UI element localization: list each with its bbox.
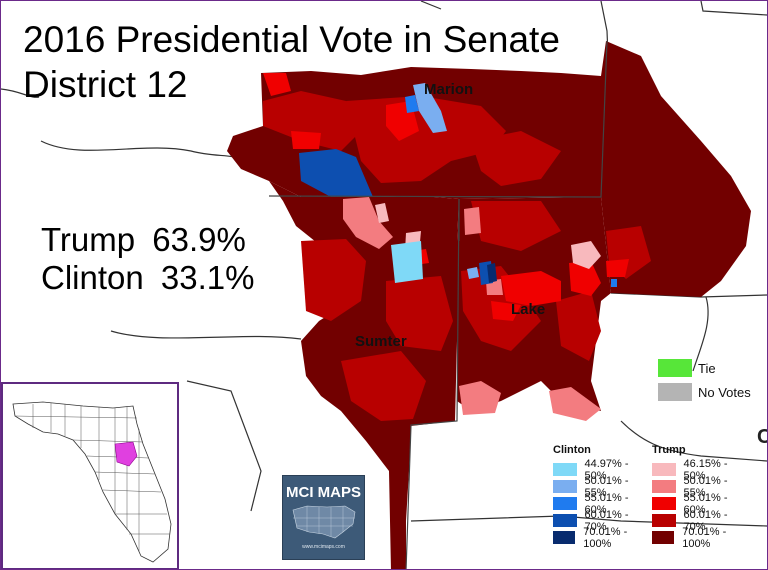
edge-label: C	[757, 426, 767, 449]
result-clinton: Clinton 33.1%	[41, 259, 254, 297]
title-line-2: District 12	[23, 64, 188, 105]
title-line-1: 2016 Presidential Vote in Senate	[23, 19, 560, 60]
legend-item: 55.01% - 60%	[553, 492, 632, 516]
florida-inset-map	[1, 382, 179, 569]
legend-item: 50.01% - 55%	[553, 475, 632, 499]
legend-item-tie: Tie	[658, 359, 751, 377]
candidate-name: Trump	[41, 221, 136, 258]
legend-item: 70.01% - 100%	[553, 526, 632, 550]
legend-column-trump: Trump 46.15% - 50% 50.01% - 55% 55.01% -…	[652, 444, 731, 550]
legend-swatch	[652, 514, 676, 527]
county-label-sumter: Sumter	[355, 333, 407, 350]
legend-item: 50.01% - 55%	[652, 475, 731, 499]
legend-header-trump: Trump	[652, 444, 686, 456]
result-trump: Trump 63.9%	[41, 221, 254, 259]
legend-swatch	[553, 531, 576, 544]
district-highlight	[114, 441, 138, 467]
county-label-marion: Marion	[424, 81, 474, 98]
legend-label: 70.01% - 100%	[682, 525, 727, 550]
district-12-shape	[227, 40, 751, 569]
legend-swatch	[652, 497, 676, 510]
legend-label: 44.97% - 50%	[584, 457, 629, 482]
legend-swatch	[652, 531, 675, 544]
candidate-pct: 63.9%	[152, 221, 246, 258]
legend-label: Tie	[698, 360, 716, 376]
no-votes-swatch	[658, 383, 692, 401]
mci-maps-logo: MCI MAPS www.mcimaps.com	[282, 475, 365, 560]
logo-url: www.mcimaps.com	[302, 544, 345, 550]
legend-item: 44.97% - 50%	[553, 458, 632, 482]
map-title: 2016 Presidential Vote in Senate Distric…	[23, 17, 560, 107]
legend-label: 50.01% - 55%	[584, 474, 629, 499]
candidate-pct: 33.1%	[160, 259, 255, 296]
florida-outline	[12, 401, 172, 563]
legend-item: 70.01% - 100%	[652, 526, 731, 550]
county-label-lake: Lake	[511, 301, 546, 318]
legend-swatch	[553, 480, 577, 493]
legend-item: 46.15% - 50%	[652, 458, 731, 482]
legend-item-no-votes: No Votes	[658, 383, 751, 401]
results-summary: Trump 63.9% Clinton 33.1%	[41, 221, 254, 297]
legend-label: 60.01% - 70%	[584, 508, 629, 533]
legend-header-clinton: Clinton	[553, 444, 591, 456]
legend-item: 55.01% - 60%	[652, 492, 731, 516]
legend-label: 50.01% - 55%	[683, 474, 728, 499]
legend-item: 60.01% - 70%	[652, 509, 731, 533]
legend-item: 60.01% - 70%	[553, 509, 632, 533]
status-legend: Tie No Votes	[658, 359, 751, 407]
tie-swatch	[658, 359, 692, 377]
legend-swatch	[553, 497, 577, 510]
legend-label: 55.01% - 60%	[683, 491, 728, 516]
candidate-name: Clinton	[41, 259, 144, 296]
legend-label: No Votes	[698, 384, 751, 400]
legend-label: 46.15% - 50%	[683, 457, 728, 482]
legend-label: 55.01% - 60%	[584, 491, 629, 516]
legend-swatch	[553, 514, 577, 527]
legend-swatch	[652, 480, 676, 493]
us-map-icon	[292, 505, 356, 539]
legend-swatch	[553, 463, 577, 476]
logo-brand: MCI MAPS	[286, 484, 361, 501]
legend-column-clinton: Clinton 44.97% - 50% 50.01% - 55% 55.01%…	[553, 444, 632, 550]
legend-swatch	[652, 463, 676, 476]
legend-label: 70.01% - 100%	[583, 525, 628, 550]
legend-label: 60.01% - 70%	[683, 508, 728, 533]
